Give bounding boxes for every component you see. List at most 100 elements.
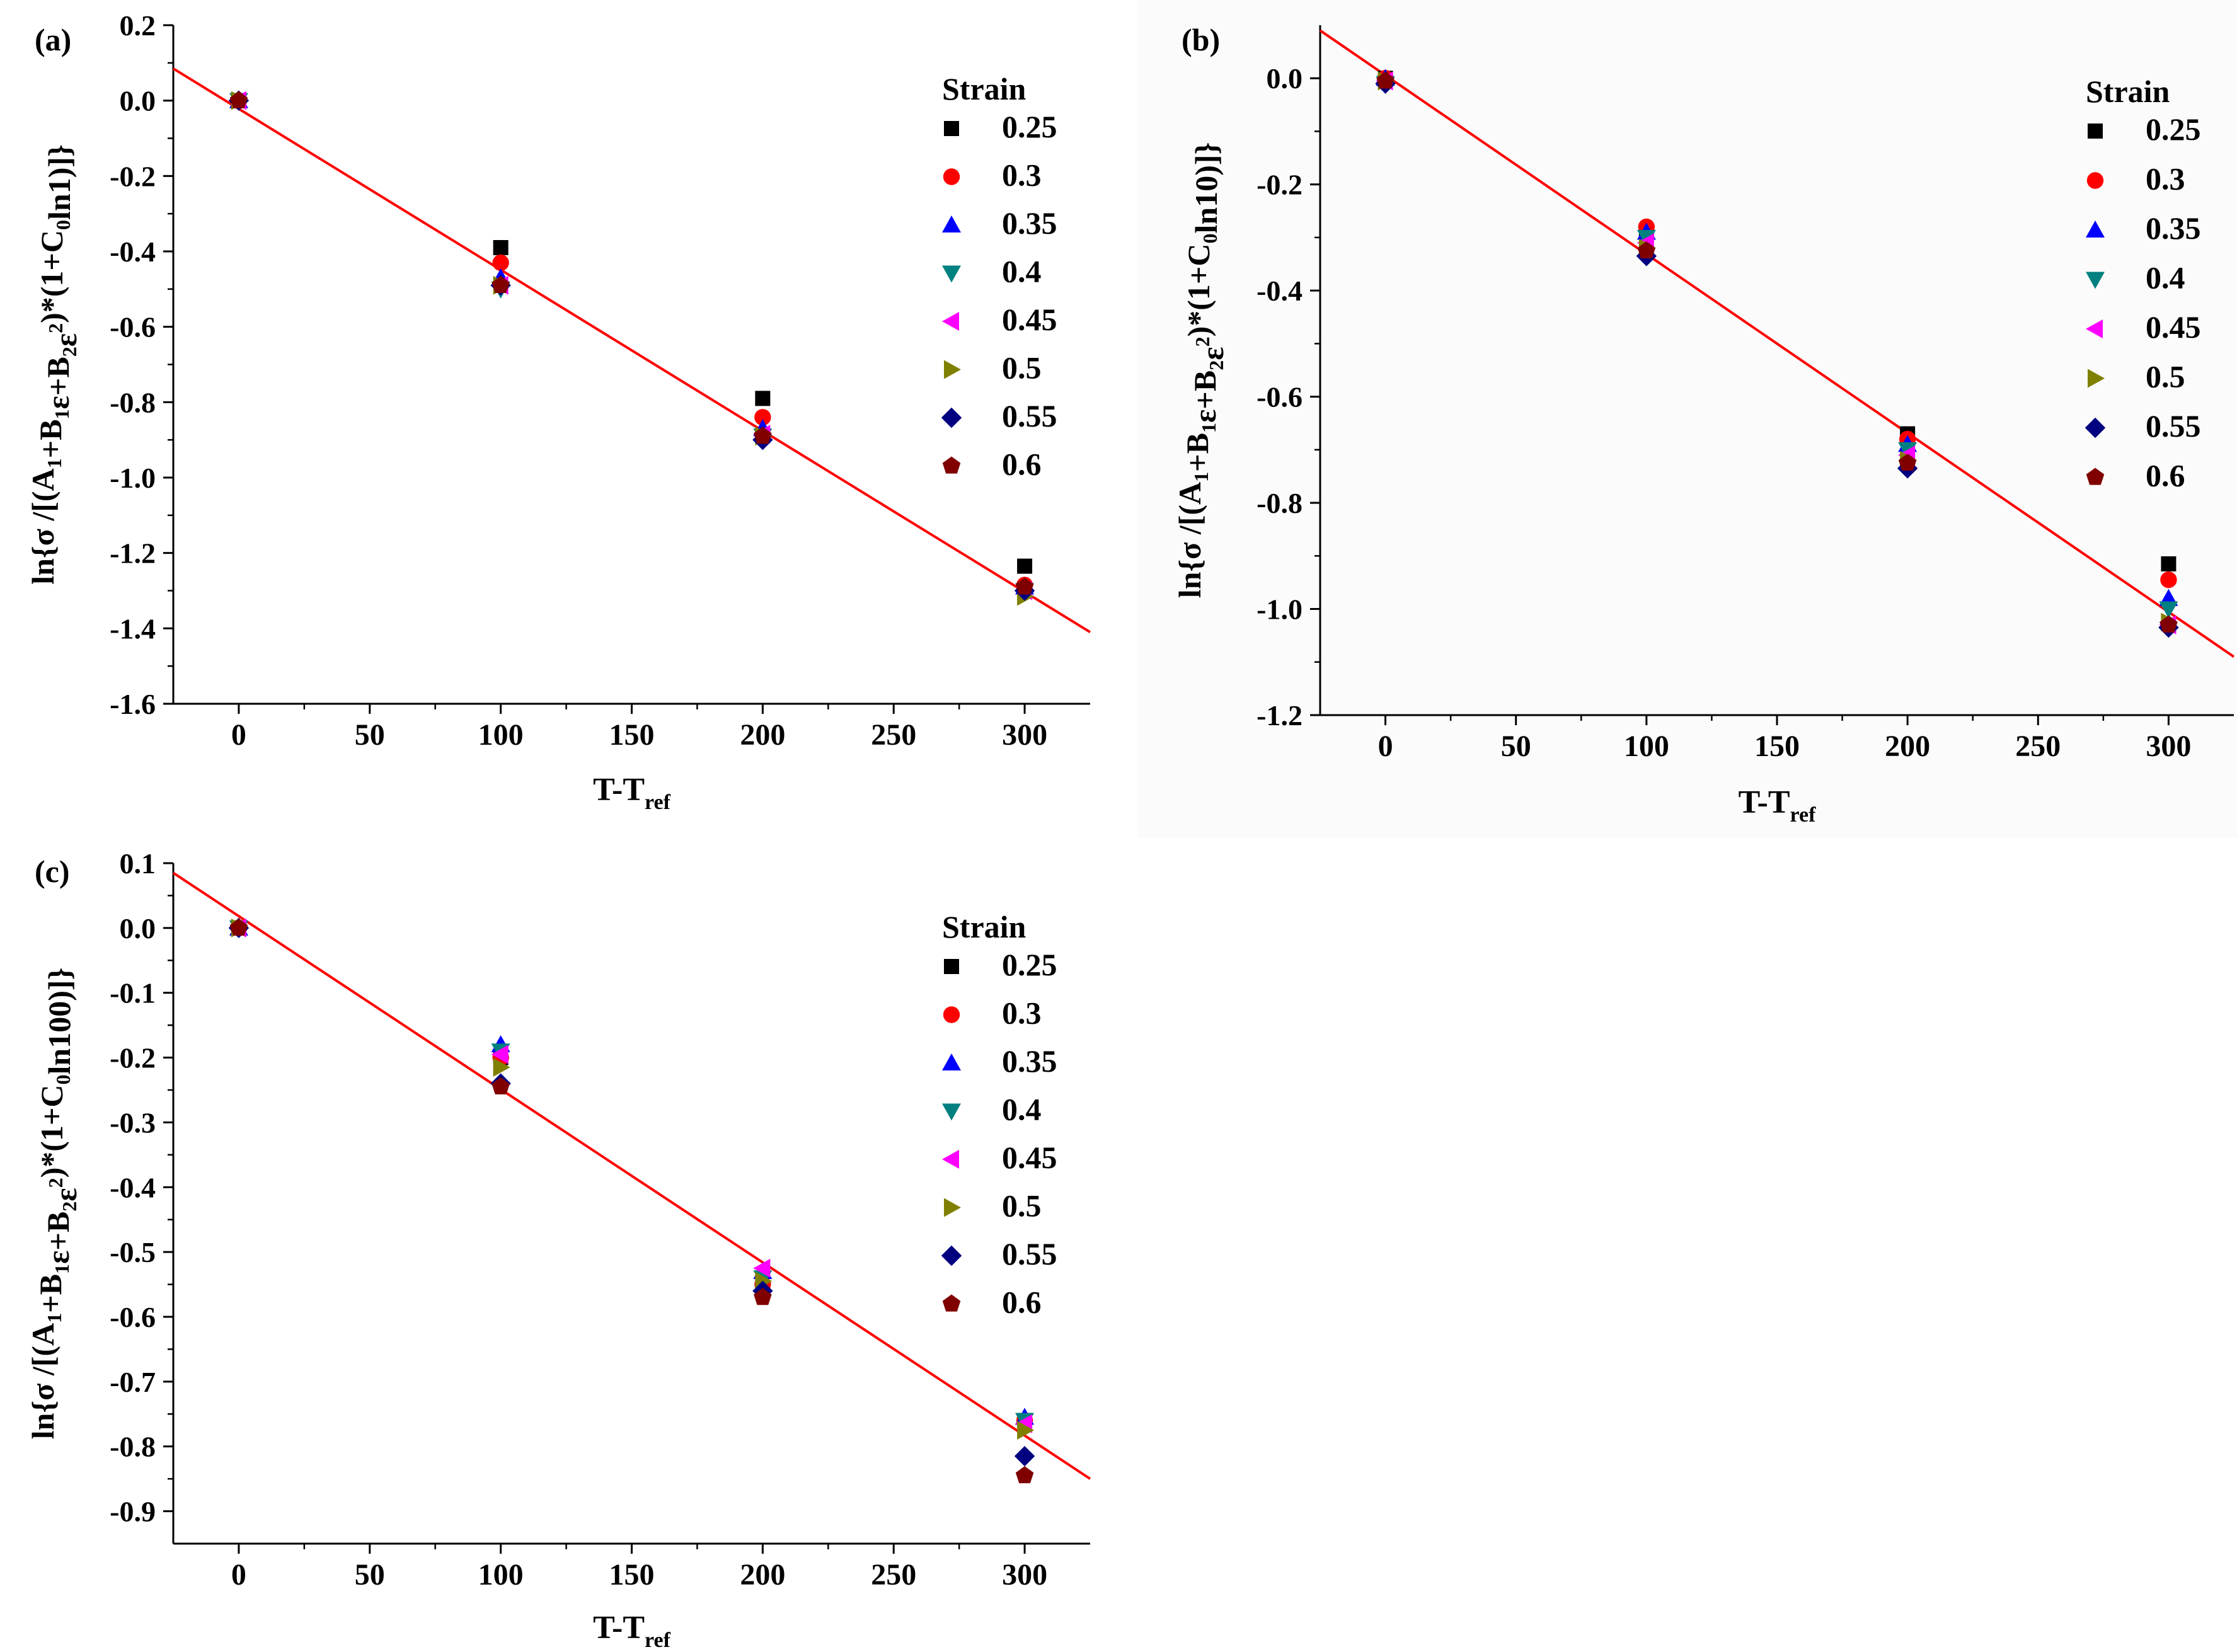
data-point [491, 1045, 509, 1064]
legend-marker [2086, 272, 2105, 289]
legend-label: 0.3 [2146, 161, 2185, 197]
x-tick-label: 300 [1002, 1558, 1047, 1592]
chart-svg: 0 50 100 150 200 250 300 0.1 0.0 -0.1 -0.2 -0.3 -0.4… [25, 847, 1091, 1652]
legend-label: 0.25 [1002, 109, 1057, 144]
y-tick-label: 0.2 [120, 9, 156, 42]
data-point [754, 1288, 772, 1305]
data-point [493, 240, 509, 256]
legend-marker [942, 1294, 961, 1312]
legend-label: 0.45 [1002, 1140, 1057, 1175]
panel-c: 0 50 100 150 200 250 300 0.1 0.0 -0.1 -0.2 -0.3 -0.4… [0, 838, 1122, 1652]
x-tick-label: 300 [2146, 730, 2191, 763]
y-tick-label: -0.5 [110, 1236, 156, 1268]
fit-line [172, 871, 1091, 1480]
legend-marker [942, 1103, 961, 1121]
y-axis-label: ln{σ /[(A1+B1ε+B2ε2)*(1+C0ln100)]} [25, 968, 83, 1439]
y-tick-label: -1.0 [1257, 594, 1303, 626]
data-point [229, 91, 248, 108]
panel-a: 0 50 100 150 200 250 300 0.2 0.0 -0.2 -0.4 -0.6 -0.8… [0, 0, 1122, 819]
data-point [1017, 558, 1033, 574]
x-tick-label: 250 [871, 718, 916, 752]
x-tick-label: 250 [2015, 730, 2061, 763]
legend-marker [2088, 123, 2103, 139]
y-tick-label: -0.6 [110, 311, 156, 343]
legend-label: 0.4 [1002, 254, 1042, 289]
legend-label: 0.35 [2146, 210, 2201, 246]
legend-marker [944, 959, 959, 974]
y-tick-label: -0.2 [110, 160, 156, 192]
legend-label: 0.5 [1002, 350, 1042, 386]
x-axis-label: T-Tref [593, 1610, 670, 1652]
y-tick-label: -0.6 [1257, 381, 1303, 413]
x-tick-label: 150 [1754, 730, 1800, 763]
y-tick-label: -0.4 [110, 236, 156, 268]
legend-marker [944, 360, 961, 379]
chart-svg: 0 50 100 150 200 250 300 0.0 -0.2 -0.4 -0.6 -0.8 -1.… [1172, 22, 2235, 827]
legend-marker [942, 1053, 961, 1070]
x-tick-label: 250 [871, 1558, 916, 1592]
legend-label: 0.4 [2146, 260, 2185, 295]
data-point [1898, 453, 1917, 471]
y-tick-label: -0.2 [110, 1042, 156, 1074]
data-point [2159, 615, 2178, 633]
panel-label: (a) [35, 22, 71, 57]
y-tick-label: 0.0 [1267, 62, 1303, 95]
y-tick-label: -1.2 [1257, 699, 1303, 731]
legend-marker [2086, 319, 2103, 338]
legend-marker [943, 168, 960, 185]
legend-label: 0.45 [2146, 309, 2201, 345]
data-point [1014, 1445, 1035, 1467]
legend-marker [944, 121, 959, 136]
data-point [2161, 556, 2177, 571]
data-point [754, 409, 771, 426]
y-tick-label: -1.2 [110, 537, 156, 570]
legend-label: 0.6 [1002, 447, 1042, 482]
data-point [492, 1077, 510, 1094]
y-tick-label: -1.6 [110, 688, 156, 720]
data-point [1015, 577, 1034, 595]
x-tick-label: 150 [609, 718, 655, 752]
x-tick-label: 150 [609, 1558, 655, 1592]
data-point [492, 275, 510, 293]
data-point [492, 254, 509, 272]
y-tick-label: 0.0 [120, 912, 156, 944]
legend-marker [942, 215, 961, 232]
legend-marker [2085, 417, 2106, 439]
data-point [1017, 1421, 1035, 1440]
legend-marker [941, 407, 962, 428]
chart-svg: 0 50 100 150 200 250 300 0.2 0.0 -0.2 -0.4 -0.6 -0.8… [25, 9, 1091, 814]
data-point [1637, 241, 1656, 259]
x-tick-label: 100 [478, 1558, 524, 1592]
y-tick-label: -0.3 [110, 1106, 156, 1139]
data-point [755, 391, 771, 406]
legend-label: 0.25 [1002, 947, 1057, 982]
x-tick-label: 50 [355, 1558, 385, 1592]
legend-marker [944, 1198, 961, 1217]
data-point [2160, 571, 2177, 588]
legend-marker [2086, 467, 2105, 485]
legend-marker [943, 1006, 960, 1023]
panel-label: (b) [1182, 22, 1220, 57]
y-axis-label: ln{σ /[(A1+B1ε+B2ε2)*(1+C0ln10)]} [1172, 142, 1230, 598]
y-tick-label: -0.1 [110, 977, 156, 1009]
fit-line [172, 67, 1091, 634]
y-tick-label: -0.4 [110, 1171, 156, 1203]
legend-label: 0.55 [2146, 408, 2201, 444]
legend-label: 0.4 [1002, 1092, 1042, 1127]
data-point [2159, 601, 2178, 619]
y-tick-label: -0.8 [1257, 487, 1303, 519]
x-tick-label: 200 [740, 718, 785, 752]
legend-marker [2086, 221, 2105, 238]
legend-label: 0.35 [1002, 205, 1057, 241]
x-tick-label: 0 [1378, 730, 1393, 763]
legend-label: 0.6 [2146, 458, 2185, 493]
x-axis-label: T-Tref [1739, 784, 1816, 827]
legend-label: 0.55 [1002, 398, 1057, 433]
legend-marker [942, 456, 961, 474]
y-tick-label: -0.6 [110, 1301, 156, 1333]
x-axis-label: T-Tref [593, 772, 670, 814]
legend-label: 0.55 [1002, 1236, 1057, 1271]
legend-label: 0.5 [2146, 359, 2185, 394]
x-tick-label: 100 [1624, 730, 1669, 763]
y-tick-label: -0.9 [110, 1496, 156, 1528]
